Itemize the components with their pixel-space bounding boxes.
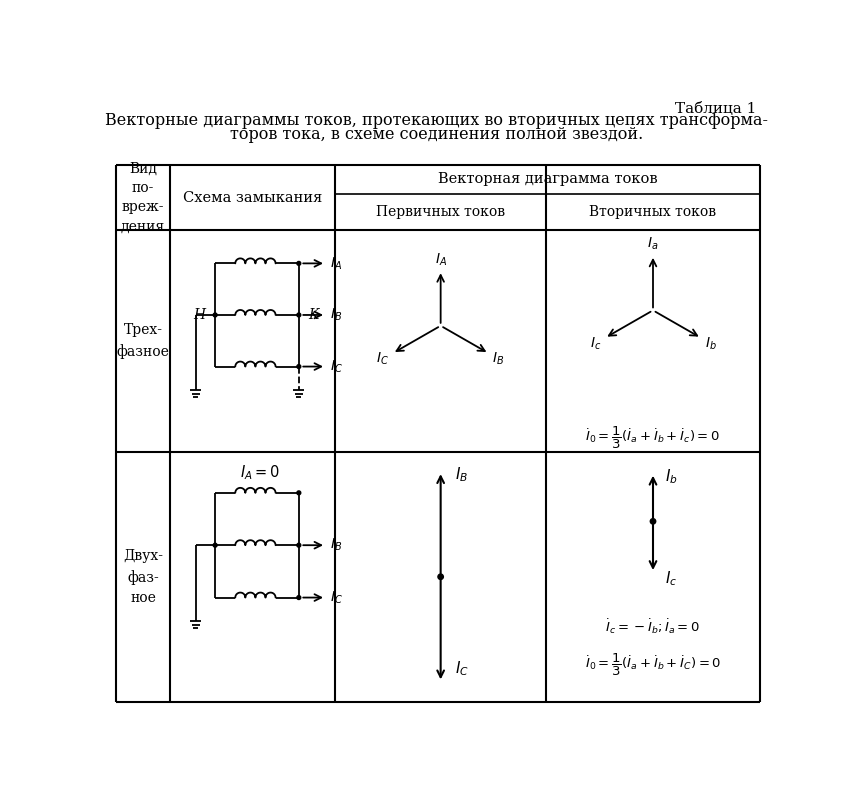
Circle shape (296, 261, 301, 265)
Text: $I_C$: $I_C$ (376, 351, 389, 367)
Circle shape (213, 313, 216, 317)
Text: $I_a$: $I_a$ (647, 236, 658, 252)
Text: $I_c$: $I_c$ (589, 335, 601, 352)
Text: Первичных токов: Первичных токов (376, 205, 504, 219)
Text: $I_A$: $I_A$ (330, 256, 342, 271)
Text: $I_B$: $I_B$ (454, 466, 467, 485)
Text: $I_B$: $I_B$ (330, 537, 342, 553)
Text: $\dot{I}_0=\dfrac{1}{3}(\dot{I}_a+\dot{I}_b+\dot{I}_C)=0$: $\dot{I}_0=\dfrac{1}{3}(\dot{I}_a+\dot{I… (584, 652, 721, 678)
Text: Векторные диаграммы токов, протекающих во вторичных цепях трансформа-: Векторные диаграммы токов, протекающих в… (105, 112, 768, 130)
Text: Вид
по-
вреж-
дения: Вид по- вреж- дения (121, 162, 165, 234)
Text: $I_b$: $I_b$ (704, 335, 716, 352)
Text: Трех-
фазное: Трех- фазное (117, 323, 170, 359)
Text: $I_C$: $I_C$ (454, 660, 468, 678)
Text: $\dot{I}_c=-\dot{I}_b;\dot{I}_a=0$: $\dot{I}_c=-\dot{I}_b;\dot{I}_a=0$ (605, 618, 699, 636)
Text: $\dot{I}_0=\dfrac{1}{3}(\dot{I}_a+\dot{I}_b+\dot{I}_c)=0$: $\dot{I}_0=\dfrac{1}{3}(\dot{I}_a+\dot{I… (584, 425, 720, 451)
Text: H: H (193, 308, 205, 322)
Text: $I_B$: $I_B$ (492, 351, 504, 367)
Text: Двух-
фаз-
ное: Двух- фаз- ное (123, 549, 163, 606)
Text: Таблица 1: Таблица 1 (674, 102, 755, 115)
Text: $I_A=0$: $I_A=0$ (240, 463, 280, 482)
Circle shape (296, 365, 301, 369)
Circle shape (296, 595, 301, 599)
Text: $I_C$: $I_C$ (330, 358, 343, 375)
Text: Векторная диаграмма токов: Векторная диаграмма токов (437, 173, 657, 186)
Text: $I_A$: $I_A$ (435, 252, 446, 267)
Text: Схема замыкания: Схема замыкания (183, 190, 322, 205)
Text: $I_c$: $I_c$ (664, 569, 676, 587)
Circle shape (213, 544, 216, 547)
Text: торов тока, в схеме соединения полной звездой.: торов тока, в схеме соединения полной зв… (230, 127, 642, 143)
Text: $I_C$: $I_C$ (330, 589, 343, 606)
Text: $I_B$: $I_B$ (330, 306, 342, 323)
Circle shape (296, 491, 301, 495)
Circle shape (296, 313, 301, 317)
Text: K: K (308, 308, 318, 322)
Circle shape (296, 544, 301, 547)
Text: $I_b$: $I_b$ (664, 467, 676, 486)
Circle shape (649, 519, 655, 524)
Circle shape (437, 574, 443, 579)
Text: Вторичных токов: Вторичных токов (589, 205, 716, 219)
